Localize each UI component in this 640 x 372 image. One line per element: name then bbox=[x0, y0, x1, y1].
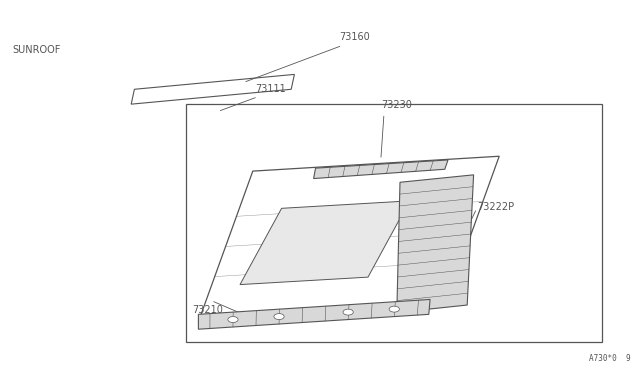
Bar bbox=[186, 104, 602, 342]
Polygon shape bbox=[198, 299, 430, 329]
Polygon shape bbox=[314, 160, 448, 179]
Polygon shape bbox=[198, 156, 499, 322]
Circle shape bbox=[389, 306, 399, 312]
Polygon shape bbox=[397, 175, 474, 312]
Circle shape bbox=[274, 314, 284, 320]
Circle shape bbox=[228, 317, 238, 323]
Text: 73230: 73230 bbox=[381, 100, 412, 110]
Text: 73160: 73160 bbox=[339, 32, 370, 42]
Polygon shape bbox=[240, 201, 410, 285]
Polygon shape bbox=[131, 74, 294, 104]
Text: A730*0  9: A730*0 9 bbox=[589, 354, 630, 363]
Text: 73111: 73111 bbox=[255, 84, 285, 94]
Text: 73222P: 73222P bbox=[477, 202, 514, 212]
Text: SUNROOF: SUNROOF bbox=[13, 45, 61, 55]
Text: 73210: 73210 bbox=[192, 305, 223, 315]
Circle shape bbox=[343, 309, 353, 315]
